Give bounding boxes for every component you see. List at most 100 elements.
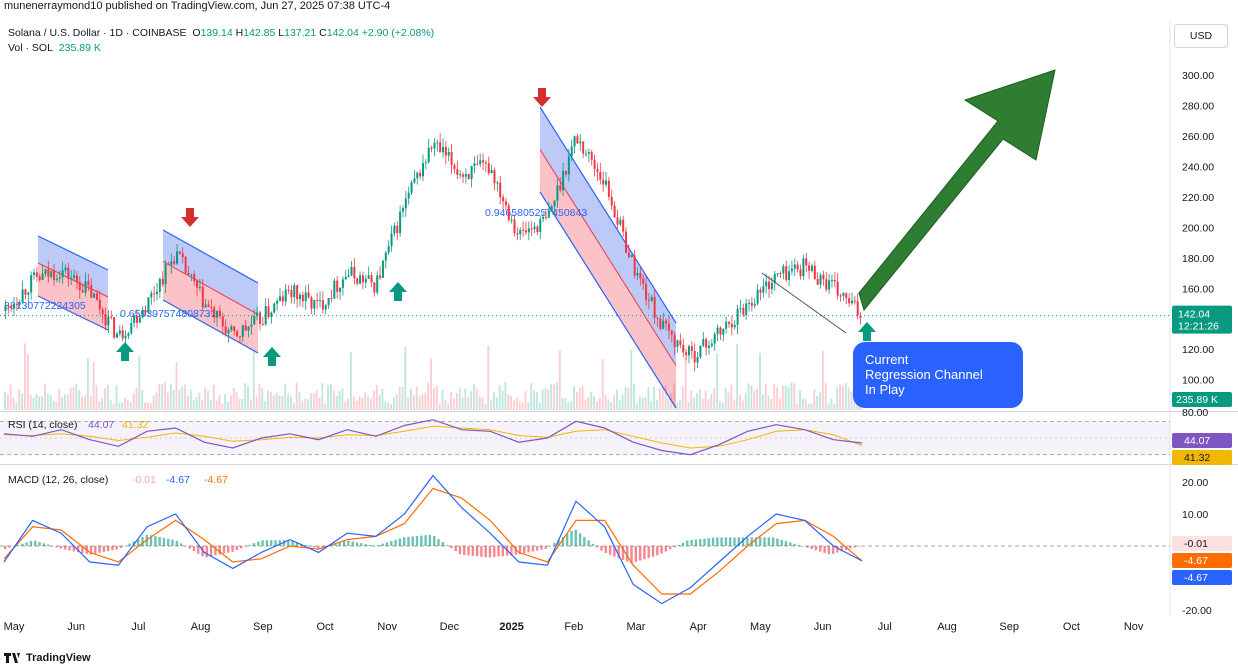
- volume-bar: [301, 400, 304, 410]
- candle-body: [304, 292, 307, 302]
- macd-histogram-bar: [64, 546, 67, 550]
- candle-body: [227, 329, 230, 334]
- candle-body: [67, 267, 70, 279]
- volume-bar: [367, 396, 370, 410]
- volume-bar: [779, 398, 781, 410]
- volume-bar: [590, 391, 593, 410]
- volume-bar: [513, 400, 515, 410]
- volume-bar: [804, 399, 807, 410]
- candle-body: [773, 273, 776, 284]
- macd-histogram-bar: [651, 546, 655, 557]
- macd-histogram-bar: [750, 537, 753, 546]
- macd-hist-tag-value: -0.01: [1184, 538, 1208, 550]
- candle-body: [384, 252, 387, 261]
- time-axis-tick: Nov: [1124, 621, 1144, 633]
- macd-histogram-bar: [527, 546, 530, 553]
- volume-bar: [227, 401, 229, 410]
- volume-bar: [207, 390, 209, 410]
- macd-histogram-bar: [261, 540, 264, 546]
- price-axis-tick: 280.00: [1182, 101, 1214, 113]
- volume-bar: [169, 383, 172, 410]
- candle-body: [553, 200, 556, 207]
- volume-bar: [638, 396, 641, 410]
- volume-bar: [284, 383, 287, 410]
- macd-histogram-bar: [617, 546, 620, 559]
- symbol-legend: Solana / U.S. Dollar · 1D · COINBASE O13…: [8, 27, 435, 39]
- volume-bar: [787, 387, 790, 410]
- macd-hist-tag: [1172, 536, 1232, 551]
- candle-body: [830, 279, 833, 281]
- candle-body: [473, 163, 476, 167]
- candle-body: [730, 323, 733, 328]
- volume-bar: [773, 384, 776, 410]
- volume-bar: [550, 384, 553, 410]
- macd-histogram-bar: [154, 536, 157, 546]
- candle-body: [447, 151, 450, 156]
- candle-body: [410, 182, 413, 193]
- macd-histogram-bar: [561, 536, 565, 546]
- candle-body: [290, 290, 293, 298]
- volume-bar: [756, 388, 759, 410]
- macd-histogram-bar: [295, 542, 299, 546]
- candle-body: [442, 147, 445, 153]
- volume-bar: [287, 394, 289, 410]
- candle-body: [605, 180, 608, 185]
- macd-histogram-bar: [317, 546, 320, 549]
- volume-bar: [581, 386, 584, 410]
- macd-histogram-bar: [102, 546, 106, 552]
- candle-body: [653, 296, 656, 318]
- candle-body: [436, 142, 439, 144]
- volume-bar: [821, 350, 824, 410]
- macd-histogram-bar: [514, 546, 517, 555]
- volume-bar: [593, 396, 596, 410]
- candle-body: [210, 306, 213, 308]
- candle-body: [516, 233, 519, 235]
- buy-arrow-icon: [389, 282, 407, 301]
- volume-bar: [650, 401, 653, 410]
- candle-body: [253, 316, 256, 325]
- macd-histogram-bar: [703, 538, 706, 546]
- tradingview-logo[interactable]: TradingView: [4, 652, 91, 664]
- macd-histogram-bar: [252, 543, 256, 546]
- volume-bar: [741, 400, 744, 410]
- volume-bar: [155, 392, 158, 410]
- candle-body: [135, 315, 138, 323]
- candle-body: [828, 280, 831, 290]
- macd-histogram-bar: [94, 546, 97, 554]
- candle-body: [213, 307, 216, 318]
- volume-bar: [444, 399, 447, 410]
- volume-bar: [558, 349, 561, 410]
- macd-histogram-bar: [278, 540, 281, 546]
- regression-channel-upper: [540, 107, 676, 366]
- candle-body: [765, 281, 768, 287]
- candle-body: [745, 303, 748, 315]
- macd-histogram-bar: [454, 546, 457, 552]
- candle-body: [427, 147, 430, 163]
- volume-bar: [481, 397, 484, 410]
- macd-histogram-bar: [68, 546, 71, 551]
- volume-bar: [84, 395, 86, 410]
- volume-bar: [827, 403, 830, 410]
- macd-histogram-bar: [656, 546, 659, 556]
- volume-bar: [44, 383, 46, 410]
- candle-body: [138, 317, 141, 323]
- macd-histogram-bar: [402, 537, 406, 546]
- time-axis-tick: Sep: [253, 621, 273, 633]
- macd-histogram-bar: [510, 546, 513, 556]
- macd-histogram-bar: [836, 546, 839, 553]
- candle-body: [487, 163, 490, 174]
- volume-bar: [381, 388, 384, 410]
- volume-bar: [152, 395, 155, 410]
- volume-bar: [624, 386, 627, 410]
- candle-body: [158, 278, 161, 292]
- volume-bar: [461, 397, 464, 410]
- currency-button[interactable]: USD: [1174, 24, 1228, 48]
- macd-histogram-bar: [428, 534, 432, 546]
- macd-histogram-bar: [638, 546, 642, 561]
- candle-body: [61, 270, 64, 278]
- macd-histogram-bar: [578, 533, 582, 546]
- candle-body: [58, 277, 61, 279]
- volume-bar: [350, 352, 352, 410]
- volume-bar: [693, 397, 696, 410]
